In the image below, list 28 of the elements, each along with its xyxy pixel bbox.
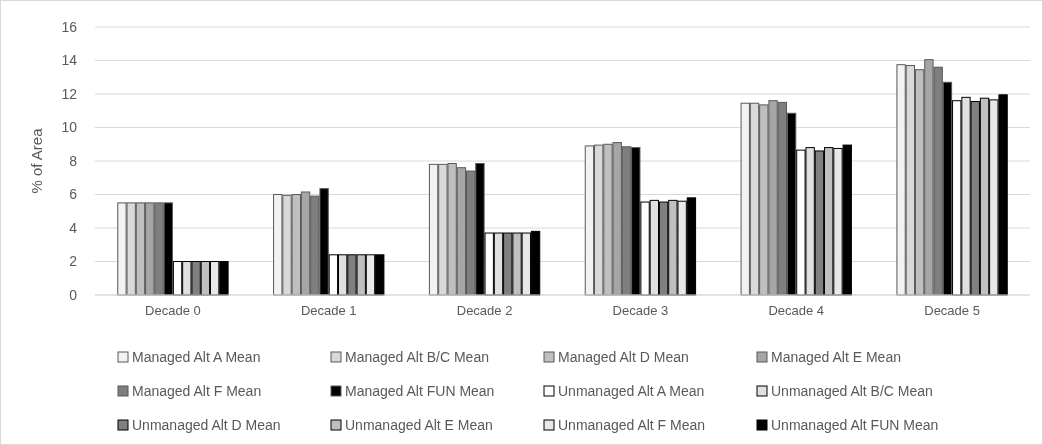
legend-label: Managed Alt E Mean bbox=[771, 348, 901, 365]
y-tick-label: 8 bbox=[69, 152, 78, 169]
legend-label: Managed Alt D Mean bbox=[558, 348, 689, 365]
legend-label: Managed Alt F Mean bbox=[132, 382, 262, 399]
y-tick-label: 4 bbox=[69, 219, 78, 236]
y-tick-label: 14 bbox=[61, 52, 78, 69]
y-tick-label: 6 bbox=[69, 186, 78, 203]
legend-label: Unmanaged Alt FUN Mean bbox=[771, 416, 939, 433]
legend-label: Unmanaged Alt E Mean bbox=[345, 416, 493, 433]
y-axis-title: % of Area bbox=[28, 127, 45, 194]
x-tick-label: Decade 3 bbox=[612, 303, 669, 318]
legend-label: Managed Alt B/C Mean bbox=[345, 348, 489, 365]
y-tick-label: 12 bbox=[61, 85, 78, 102]
x-tick-label: Decade 1 bbox=[300, 303, 357, 318]
x-tick-label: Decade 4 bbox=[768, 303, 825, 318]
legend-label: Unmanaged Alt B/C Mean bbox=[771, 382, 933, 399]
y-tick-label: 0 bbox=[69, 286, 78, 303]
legend-label: Managed Alt FUN Mean bbox=[345, 382, 495, 399]
y-tick-label: 2 bbox=[69, 253, 78, 270]
x-tick-label: Decade 2 bbox=[456, 303, 513, 318]
x-tick-label: Decade 5 bbox=[924, 303, 980, 318]
y-tick-label: 10 bbox=[61, 119, 78, 136]
y-tick-label: 16 bbox=[61, 18, 78, 35]
legend-label: Managed Alt A Mean bbox=[132, 348, 261, 365]
legend-label: Unmanaged Alt A Mean bbox=[558, 382, 705, 399]
legend-label: Unmanaged Alt F Mean bbox=[558, 416, 706, 433]
x-tick-label: Decade 0 bbox=[145, 303, 201, 318]
legend-label: Unmanaged Alt D Mean bbox=[132, 416, 281, 433]
